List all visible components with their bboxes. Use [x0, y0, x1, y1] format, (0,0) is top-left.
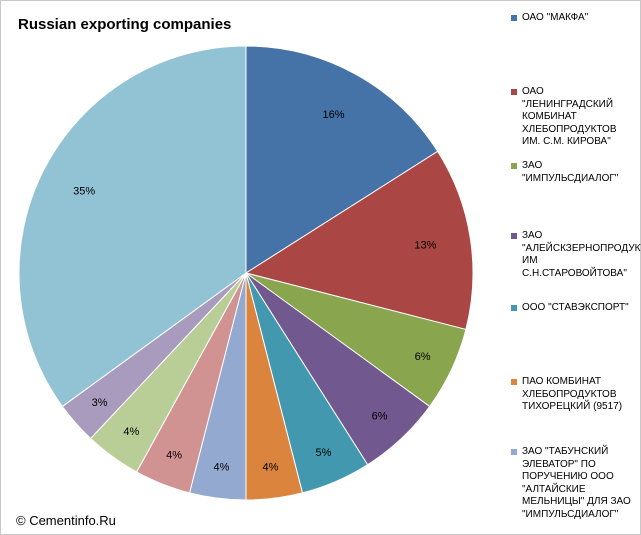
legend-item: ЗАО "АЛЕЙСКЗЕРНОПРОДУКТ ИМ С.Н.СТАРОВОЙТ… — [511, 230, 641, 280]
legend-swatch — [511, 379, 517, 385]
pie-slice — [244, 150, 474, 331]
legend-label: ОАО "МАКФА" — [522, 12, 589, 23]
slice-data-label: 6% — [415, 351, 431, 363]
slice-data-label: 4% — [263, 462, 279, 474]
slice-data-label: 4% — [166, 450, 182, 462]
legend-item: ПАО КОМБИНАТ ХЛЕБОПРОДУКТОВ ТИХОРЕЦКИЙ (… — [511, 376, 636, 414]
legend-swatch — [511, 233, 517, 239]
legend-swatch — [511, 15, 517, 21]
legend-label: ЗАО "ИМПУЛЬСДИАЛОГ" — [522, 160, 619, 184]
chart-title: Russian exporting companies — [18, 16, 232, 33]
slice-data-label: 4% — [214, 462, 230, 474]
pie-slice — [18, 45, 247, 408]
legend-item: ЗАО "ИМПУЛЬСДИАЛОГ" — [511, 160, 636, 185]
legend-label: ООО "СТАВЭКСПОРТ" — [522, 302, 629, 313]
slice-data-label: 5% — [316, 447, 332, 459]
legend-swatch — [511, 163, 517, 169]
legend-label: ПАО КОМБИНАТ ХЛЕБОПРОДУКТОВ ТИХОРЕЦКИЙ (… — [522, 376, 623, 412]
pie-slice — [245, 45, 439, 274]
legend-swatch — [511, 89, 517, 95]
slice-data-label: 16% — [322, 109, 344, 121]
slice-data-label: 3% — [92, 397, 108, 409]
slice-data-label: 35% — [73, 186, 95, 198]
legend-label: ЗАО "АЛЕЙСКЗЕРНОПРОДУКТ ИМ С.Н.СТАРОВОЙТ… — [522, 230, 641, 279]
legend-label: ОАО "ЛЕНИНГРАДСКИЙ КОМБИНАТ ХЛЕБОПРОДУКТ… — [522, 86, 617, 147]
legend-item: ООО "СТАВЭКСПОРТ" — [511, 302, 636, 315]
legend-item: ЗАО "ТАБУНСКИЙ ЭЛЕВАТОР" ПО ПОРУЧЕНИЮ ОО… — [511, 446, 636, 521]
slice-data-label: 13% — [414, 240, 436, 252]
slice-data-label: 4% — [123, 426, 139, 438]
copyright-text: © Cementinfo.Ru — [16, 513, 116, 528]
legend-swatch — [511, 305, 517, 311]
slice-data-label: 6% — [372, 410, 388, 422]
legend-item: ОАО "МАКФА" — [511, 12, 636, 25]
legend-item: ОАО "ЛЕНИНГРАДСКИЙ КОМБИНАТ ХЛЕБОПРОДУКТ… — [511, 86, 636, 149]
legend-label: ЗАО "ТАБУНСКИЙ ЭЛЕВАТОР" ПО ПОРУЧЕНИЮ ОО… — [522, 446, 631, 520]
legend-swatch — [511, 449, 517, 455]
